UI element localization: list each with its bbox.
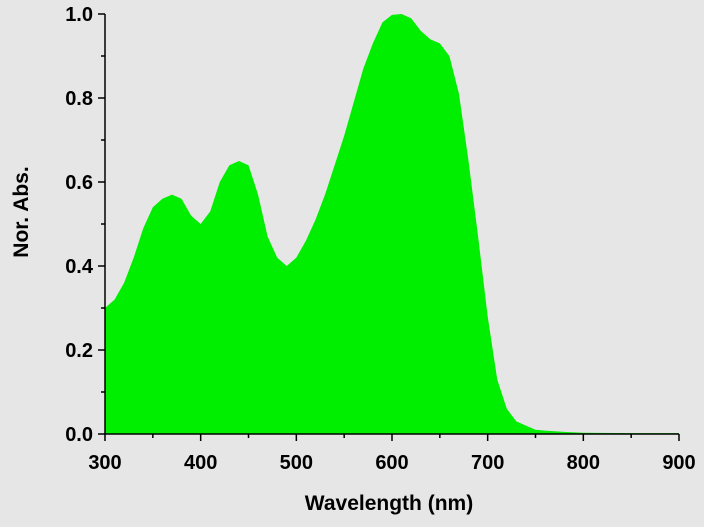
y-tick-label: 1.0 [65, 4, 93, 26]
x-tick-label: 900 [662, 452, 695, 474]
x-tick-label: 800 [567, 452, 600, 474]
y-tick-label: 0.4 [65, 256, 94, 278]
y-tick-label: 0.6 [65, 172, 93, 194]
x-tick-label: 600 [375, 452, 408, 474]
x-tick-label: 700 [471, 452, 504, 474]
y-axis-ticks: 0.0 0.2 0.4 0.6 0.8 1.0 [65, 4, 105, 446]
x-tick-label: 500 [280, 452, 313, 474]
plot-area: 300 400 500 600 700 800 900 0.0 0.2 0.4 0.6 0.8 1.0 [65, 4, 696, 474]
x-axis-ticks: 300 400 500 600 700 800 900 [88, 434, 696, 474]
y-tick-label: 0.2 [65, 340, 93, 362]
x-tick-label: 300 [88, 452, 121, 474]
y-tick-label: 0.0 [65, 424, 93, 446]
absorbance-area-series [105, 14, 679, 434]
x-axis-title: Wavelength (nm) [305, 492, 473, 515]
y-axis-title: Nor. Abs. [10, 166, 33, 257]
y-tick-label: 0.8 [65, 88, 93, 110]
x-tick-label: 400 [184, 452, 217, 474]
